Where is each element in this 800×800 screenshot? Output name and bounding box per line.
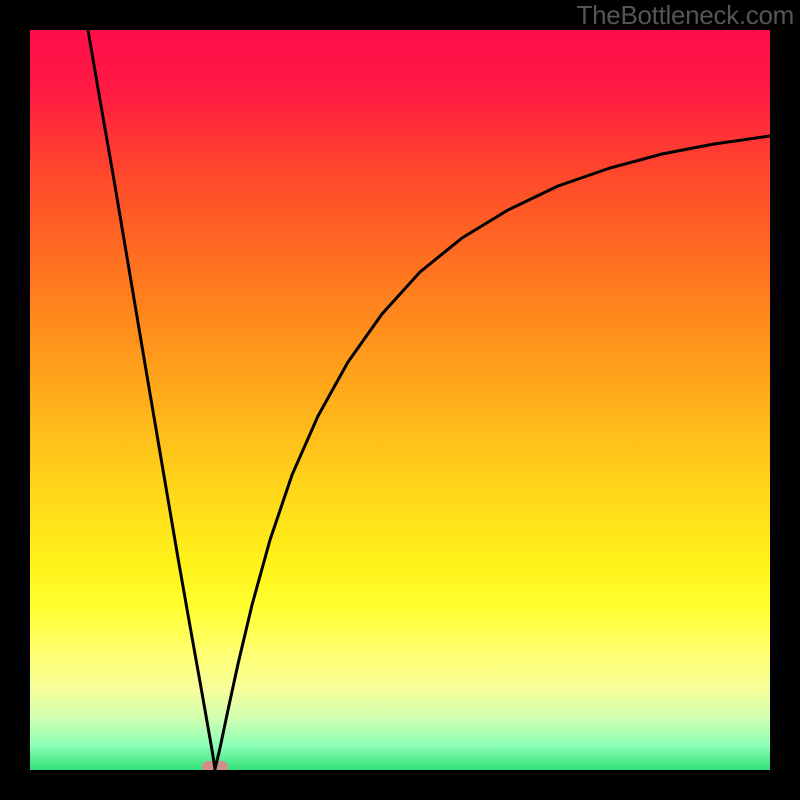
chart-frame: TheBottleneck.com xyxy=(0,0,800,800)
watermark-text: TheBottleneck.com xyxy=(577,0,794,31)
plot-area xyxy=(30,30,770,770)
gradient-background xyxy=(30,30,770,770)
gradient-chart xyxy=(30,30,770,770)
